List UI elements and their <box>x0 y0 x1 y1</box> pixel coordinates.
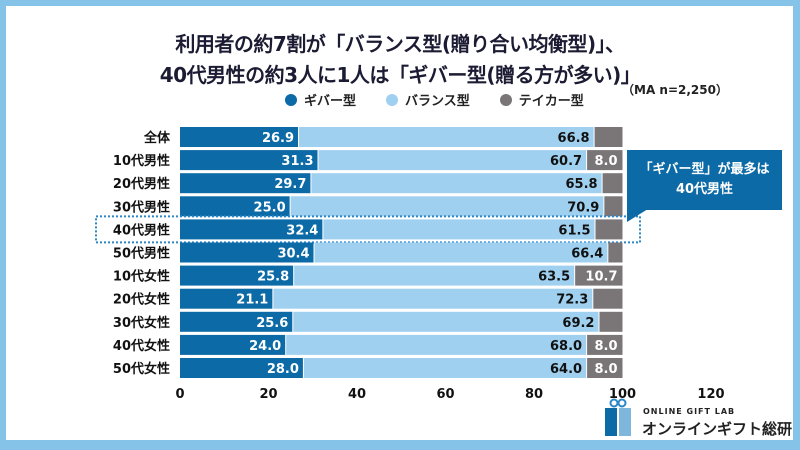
legend-swatch <box>285 93 297 106</box>
bar-segment <box>311 173 602 194</box>
x-tick-label: 100 <box>609 387 636 402</box>
bar-segment <box>180 358 303 378</box>
bar-segment <box>180 173 311 194</box>
data-label: 8.0 <box>594 362 617 377</box>
x-tick-label: 0 <box>175 387 184 402</box>
bar-segment <box>180 127 299 147</box>
category-label: 50代女性 <box>113 361 170 377</box>
data-label: 28.0 <box>267 362 299 377</box>
bar-segment <box>180 311 293 332</box>
data-label: 61.5 <box>558 223 590 238</box>
bar-segment <box>180 150 318 171</box>
data-label: 66.4 <box>571 247 603 262</box>
data-label: 25.6 <box>256 316 288 331</box>
legend-item-taker: テイカー型 <box>499 90 584 109</box>
x-tick-label: 80 <box>525 387 543 402</box>
category-label: 40代女性 <box>113 338 170 354</box>
data-label: 21.1 <box>236 293 268 308</box>
bar-segment <box>299 127 594 147</box>
category-label: 20代男性 <box>113 176 170 192</box>
data-label: 8.0 <box>594 339 617 354</box>
data-label: 31.3 <box>281 154 313 169</box>
bar-segment <box>318 150 587 171</box>
data-label: 60.7 <box>550 154 582 169</box>
logo-text-en: ONLINE GIFT LAB <box>643 407 736 416</box>
bar-segment <box>273 288 593 309</box>
bar-segment <box>180 196 290 217</box>
bar-segment <box>286 334 587 355</box>
legend: ギバー型 バランス型 テイカー型 <box>285 90 584 109</box>
bar-segment <box>595 219 623 240</box>
data-label: 10.7 <box>585 270 617 285</box>
category-label: 40代男性 <box>113 222 170 238</box>
bar-segment <box>290 196 604 217</box>
x-tick-label: 120 <box>697 387 724 402</box>
category-label: 全体 <box>143 130 171 146</box>
x-tick-label: 60 <box>436 387 454 402</box>
chart-title: 利用者の約7割が「バランス型(贈り合い均衡型)」、 <box>175 32 625 56</box>
bar-segment <box>575 265 623 286</box>
data-label: 30.4 <box>277 247 309 262</box>
bar-segment <box>180 288 273 309</box>
data-label: 29.7 <box>274 177 306 192</box>
bar-segment <box>593 288 623 309</box>
bar-segment <box>594 127 623 147</box>
callout-line2: 40代男性 <box>675 182 734 197</box>
legend-label: ギバー型 <box>304 94 357 109</box>
data-label: 8.0 <box>594 154 617 169</box>
bar-segment <box>323 219 595 240</box>
legend-item-balance: バランス型 <box>386 90 470 109</box>
bar-segment <box>180 219 323 240</box>
legend-swatch <box>386 93 399 106</box>
gift-logo-icon <box>605 398 631 436</box>
bar-segment <box>587 150 623 171</box>
bar-segment <box>587 358 623 378</box>
data-label: 32.4 <box>286 223 318 238</box>
x-tick-label: 40 <box>348 387 366 402</box>
bar-segment <box>294 265 575 286</box>
data-label: 64.0 <box>550 362 582 377</box>
data-label: 26.9 <box>262 131 294 146</box>
category-label: 10代女性 <box>113 269 170 285</box>
data-label: 25.0 <box>254 200 286 215</box>
legend-swatch <box>499 93 512 106</box>
logo-text-ja: オンラインギフト総研 <box>642 420 793 438</box>
bar-segment <box>303 358 587 378</box>
bar-segment <box>587 334 623 355</box>
chart-subtitle: 40代男性の約3人に1人は「ギバー型(贈る方が多い)」 <box>159 63 641 87</box>
data-label: 25.8 <box>257 270 289 285</box>
legend-label: テイカー型 <box>518 94 584 109</box>
category-label: 50代男性 <box>113 246 170 262</box>
x-tick-label: 20 <box>259 387 277 402</box>
callout: 「ギバー型」が最多は 40代男性 <box>627 150 782 210</box>
data-label: 69.2 <box>562 316 594 331</box>
category-label: 30代女性 <box>113 315 170 331</box>
data-label: 65.8 <box>566 177 598 192</box>
bar-segment <box>180 265 294 286</box>
data-label: 24.0 <box>249 339 281 354</box>
callout-line1: 「ギバー型」が最多は <box>639 162 770 177</box>
bar-segment <box>608 242 623 263</box>
sample-note: （MA n=2,250） <box>622 83 728 97</box>
data-label: 66.8 <box>558 131 590 146</box>
category-label: 20代女性 <box>113 292 170 308</box>
bar-segment <box>599 311 623 332</box>
bar-segment <box>180 334 286 355</box>
highlight-box <box>95 215 641 244</box>
data-label: 70.9 <box>567 200 599 215</box>
bar-segment <box>180 242 314 263</box>
category-label: 30代男性 <box>113 199 170 215</box>
legend-item-giver: ギバー型 <box>285 90 356 109</box>
bar-segment <box>604 196 623 217</box>
category-label: 10代男性 <box>113 153 170 169</box>
data-label: 68.0 <box>550 339 582 354</box>
bar-segment <box>602 173 623 194</box>
data-label: 63.5 <box>538 270 570 285</box>
legend-label: バランス型 <box>405 94 470 109</box>
data-label: 72.3 <box>556 293 588 308</box>
bar-segment <box>314 242 608 263</box>
bar-segment <box>293 311 599 332</box>
